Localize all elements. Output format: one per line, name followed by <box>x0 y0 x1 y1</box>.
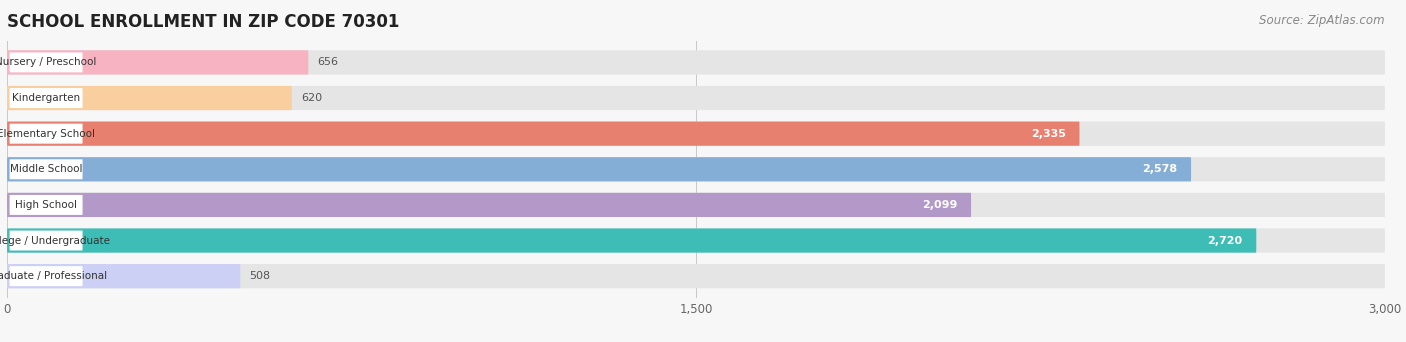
Text: SCHOOL ENROLLMENT IN ZIP CODE 70301: SCHOOL ENROLLMENT IN ZIP CODE 70301 <box>7 13 399 31</box>
FancyBboxPatch shape <box>7 86 292 110</box>
FancyBboxPatch shape <box>7 157 1385 181</box>
FancyBboxPatch shape <box>7 121 1385 146</box>
Text: Graduate / Professional: Graduate / Professional <box>0 271 107 281</box>
FancyBboxPatch shape <box>7 193 1385 217</box>
Text: Middle School: Middle School <box>10 164 83 174</box>
FancyBboxPatch shape <box>8 194 83 215</box>
FancyBboxPatch shape <box>7 228 1385 253</box>
FancyBboxPatch shape <box>7 86 1385 110</box>
Text: High School: High School <box>15 200 77 210</box>
FancyBboxPatch shape <box>7 50 308 75</box>
FancyBboxPatch shape <box>7 228 1257 253</box>
FancyBboxPatch shape <box>7 121 1080 146</box>
Text: 2,099: 2,099 <box>922 200 957 210</box>
FancyBboxPatch shape <box>8 123 83 144</box>
Text: 508: 508 <box>249 271 271 281</box>
FancyBboxPatch shape <box>7 264 240 288</box>
FancyBboxPatch shape <box>7 50 1385 75</box>
FancyBboxPatch shape <box>8 159 83 180</box>
FancyBboxPatch shape <box>7 193 972 217</box>
Text: 656: 656 <box>318 57 339 67</box>
Text: College / Undergraduate: College / Undergraduate <box>0 236 110 246</box>
Text: 2,720: 2,720 <box>1208 236 1243 246</box>
Text: 620: 620 <box>301 93 322 103</box>
Text: Nursery / Preschool: Nursery / Preschool <box>0 57 97 67</box>
Text: Elementary School: Elementary School <box>0 129 96 139</box>
FancyBboxPatch shape <box>8 87 83 109</box>
Text: Kindergarten: Kindergarten <box>13 93 80 103</box>
FancyBboxPatch shape <box>8 265 83 287</box>
Text: 2,578: 2,578 <box>1142 164 1177 174</box>
Text: Source: ZipAtlas.com: Source: ZipAtlas.com <box>1260 14 1385 27</box>
FancyBboxPatch shape <box>7 157 1191 181</box>
FancyBboxPatch shape <box>7 264 1385 288</box>
FancyBboxPatch shape <box>8 52 83 73</box>
FancyBboxPatch shape <box>8 230 83 251</box>
Text: 2,335: 2,335 <box>1031 129 1066 139</box>
